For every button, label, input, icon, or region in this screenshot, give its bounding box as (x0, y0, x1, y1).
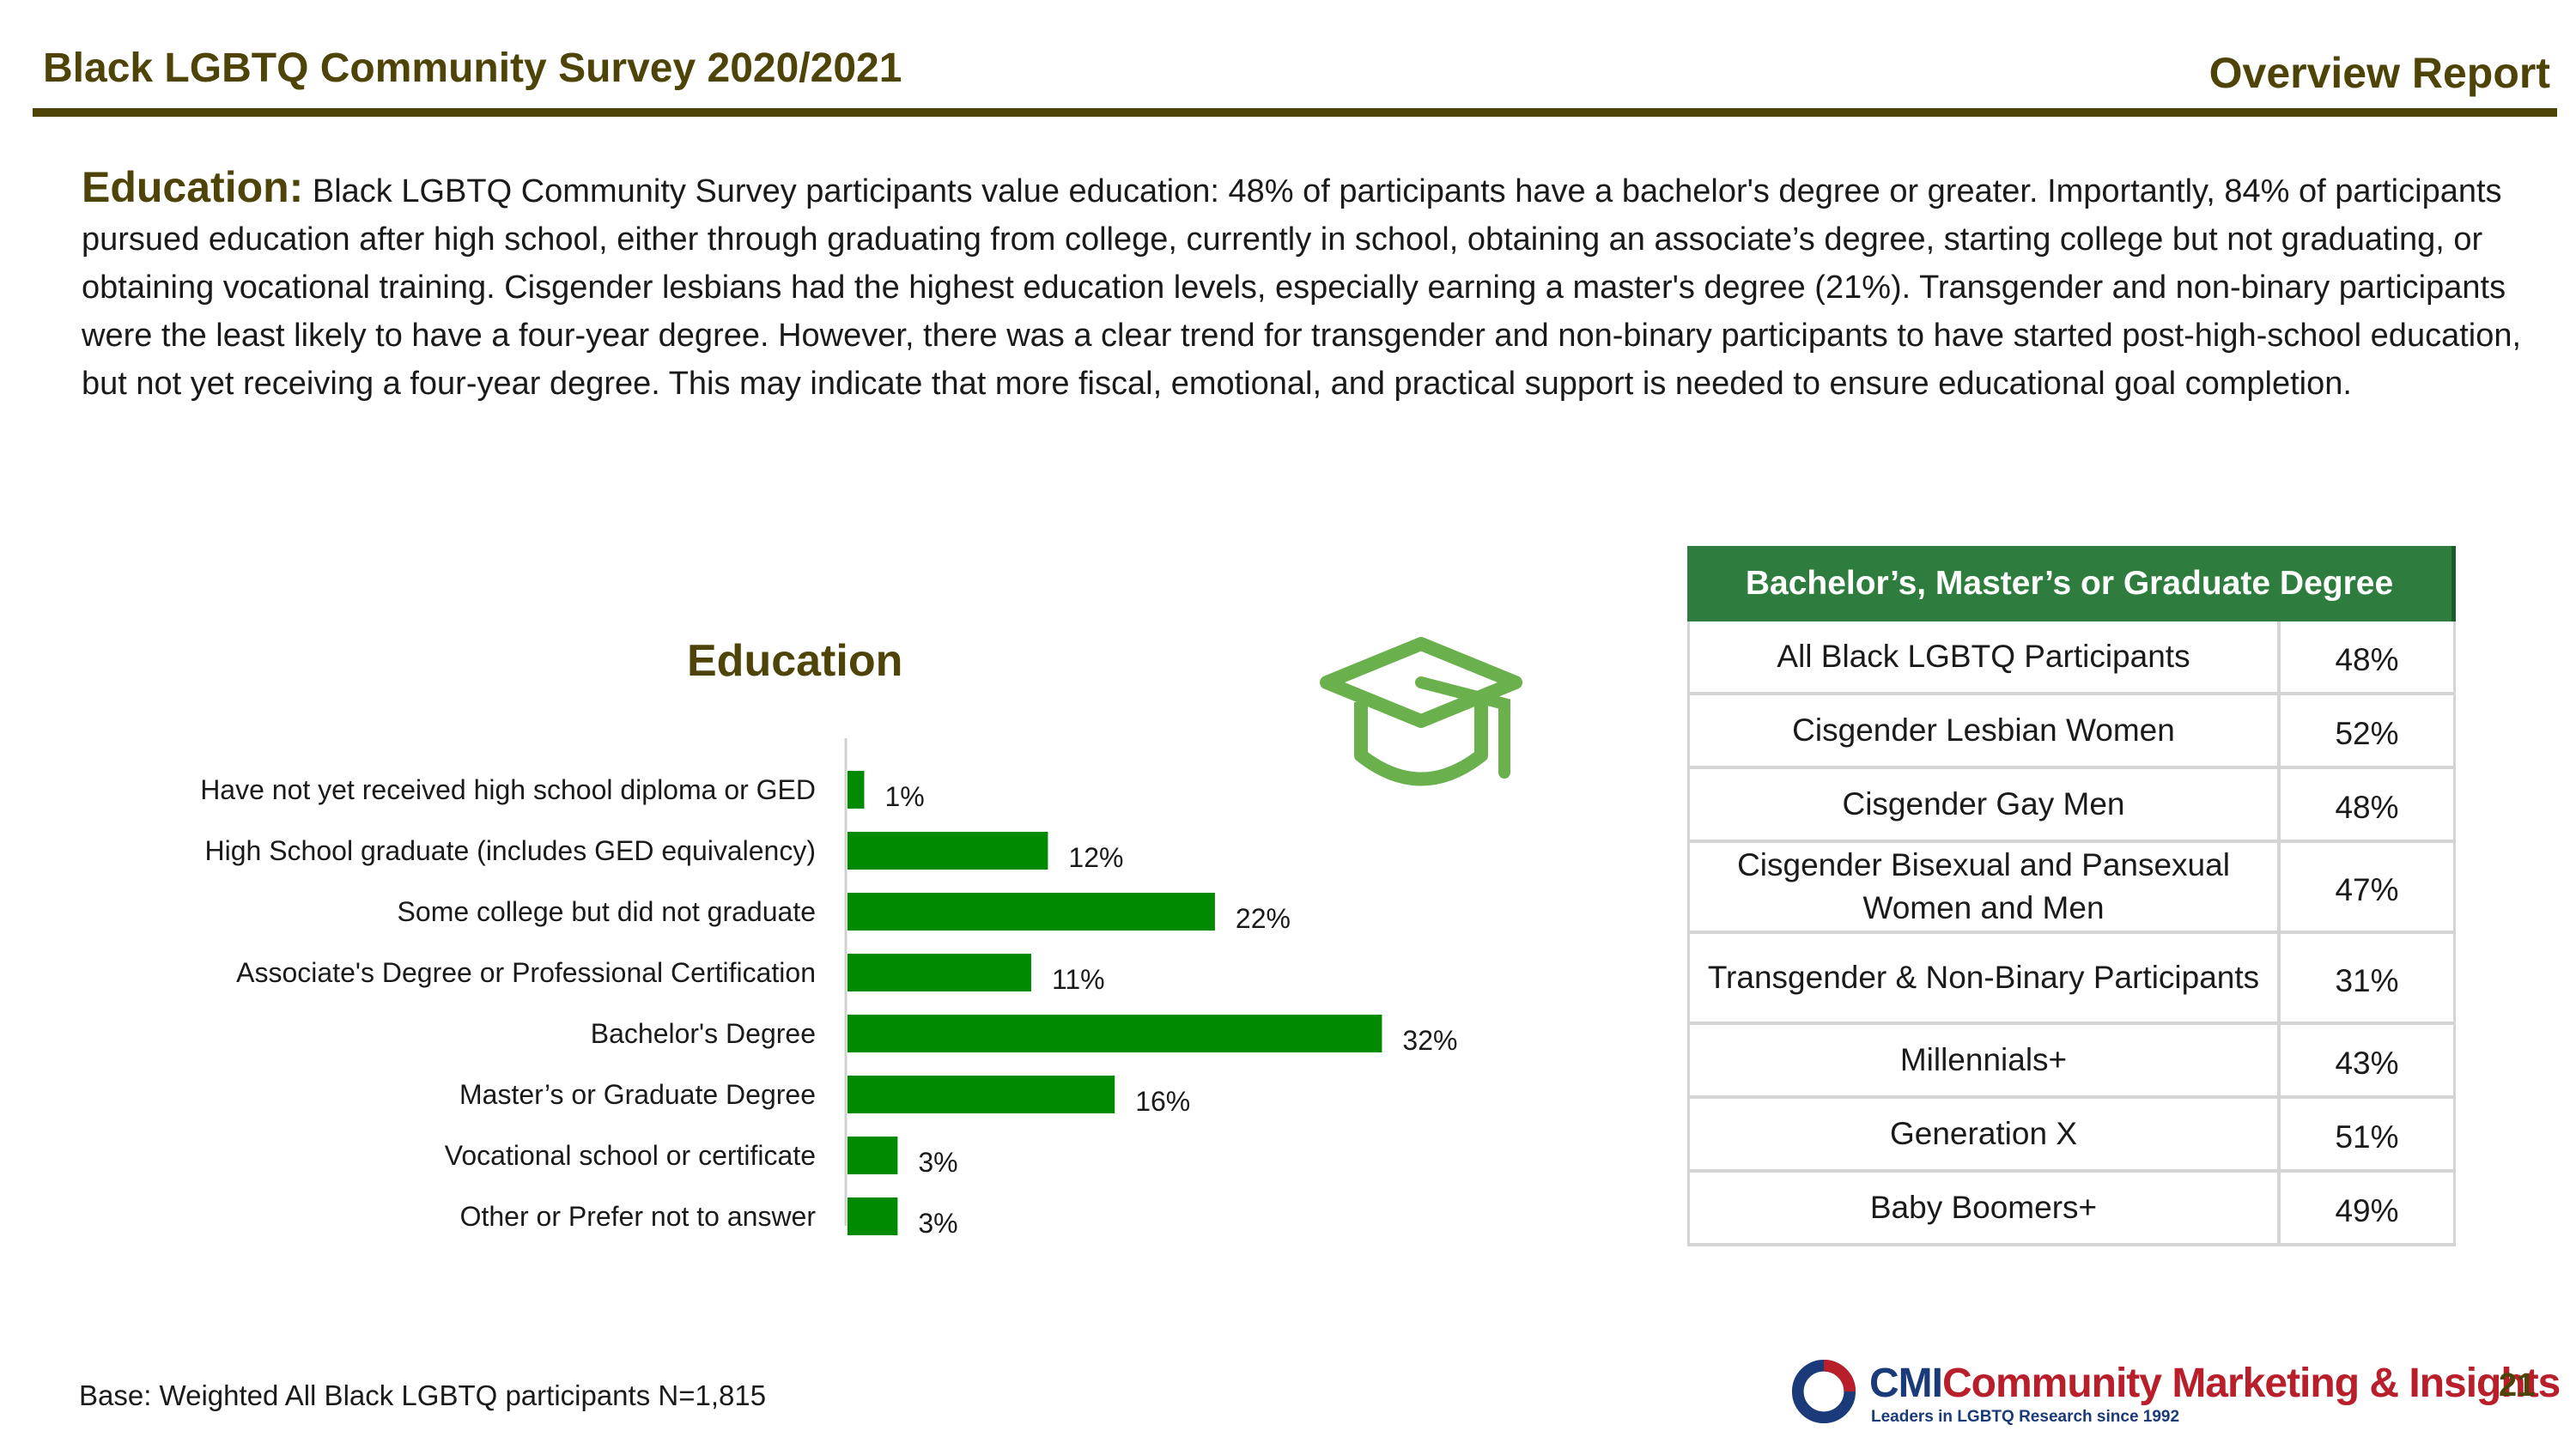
report-type: Overview Report (2208, 49, 2550, 97)
category-label: Some college but did not graduate (398, 896, 816, 927)
table-row: All Black LGBTQ Participants 48% (1687, 621, 2456, 695)
data-label: 1% (884, 781, 924, 812)
table-row-value: 49% (2335, 1193, 2399, 1228)
category-label: Have not yet received high school diplom… (200, 774, 816, 805)
table-row-label: Millennials+ (1690, 1025, 2281, 1095)
category-label: High School graduate (includes GED equiv… (205, 835, 817, 866)
table-row-value: 48% (2335, 642, 2399, 677)
table-row-label: Cisgender Lesbian Women (1690, 695, 2281, 766)
bar (848, 954, 1031, 991)
table-row-label: Cisgender Gay Men (1690, 769, 2281, 840)
degree-table-header: Bachelor’s, Master’s or Graduate Degree (1687, 546, 2456, 621)
page-number: 21 (2499, 1367, 2536, 1404)
base-note: Base: Weighted All Black LGBTQ participa… (79, 1379, 767, 1411)
data-label: 22% (1236, 903, 1291, 934)
data-label: 11% (1052, 964, 1105, 995)
table-row-value: 31% (2335, 963, 2399, 998)
bar (848, 1137, 898, 1174)
table-row: Cisgender Gay Men 48% (1687, 769, 2456, 843)
category-label: Other or Prefer not to answer (460, 1201, 817, 1232)
cmi-logo-tagline: Leaders in LGBTQ Research since 1992 (1871, 1408, 2180, 1426)
cmi-logo: CMICommunity Marketing & Insights Leader… (1790, 1356, 2561, 1434)
chart-title: Education (687, 636, 903, 686)
category-label: Bachelor's Degree (591, 1018, 816, 1049)
table-row-value: 51% (2335, 1119, 2399, 1155)
data-label: 16% (1135, 1086, 1190, 1117)
header-divider (33, 108, 2557, 117)
category-label: Master’s or Graduate Degree (459, 1079, 816, 1110)
intro-lead: Education: (82, 163, 304, 211)
category-label: Associate's Degree or Professional Certi… (236, 957, 816, 988)
intro-body: Black LGBTQ Community Survey participant… (82, 173, 2522, 402)
table-row-label: Baby Boomers+ (1690, 1173, 2281, 1243)
table-row-label: All Black LGBTQ Participants (1690, 621, 2281, 692)
data-label: 3% (918, 1147, 957, 1178)
report-title: Black LGBTQ Community Survey 2020/2021 (43, 45, 902, 91)
table-row-value: 52% (2335, 716, 2399, 751)
degree-table: Bachelor’s, Master’s or Graduate Degree … (1687, 546, 2456, 1246)
graduation-cap-icon (1320, 637, 1522, 786)
bar (848, 1197, 898, 1235)
table-row-value: 47% (2335, 872, 2399, 907)
table-row: Transgender & Non-Binary Participants 31% (1687, 934, 2456, 1025)
bar (848, 893, 1215, 931)
table-row: Generation X 51% (1687, 1099, 2456, 1173)
table-row: Baby Boomers+ 49% (1687, 1173, 2456, 1246)
bar (848, 1015, 1382, 1052)
table-row-label: Transgender & Non-Binary Participants (1690, 934, 2281, 1022)
table-row: Cisgender Bisexual and Pansexual Women a… (1687, 843, 2456, 934)
cmi-logo-mark (1791, 1359, 1856, 1424)
table-row: Millennials+ 43% (1687, 1025, 2456, 1099)
table-row-value: 43% (2335, 1046, 2399, 1081)
data-label: 12% (1068, 842, 1123, 873)
bar (848, 771, 865, 809)
category-label: Vocational school or certificate (445, 1140, 816, 1171)
table-row-label: Generation X (1690, 1099, 2281, 1169)
data-label: 32% (1402, 1025, 1457, 1056)
cmi-logo-text: CMICommunity Marketing & Insights (1869, 1361, 2561, 1406)
table-row: Cisgender Lesbian Women 52% (1687, 695, 2456, 769)
table-row-value: 48% (2335, 790, 2399, 825)
bar (848, 1076, 1115, 1113)
bar (848, 832, 1048, 870)
table-row-label: Cisgender Bisexual and Pansexual Women a… (1690, 843, 2281, 931)
data-label: 3% (918, 1208, 957, 1239)
intro-paragraph: Education: Black LGBTQ Community Survey … (82, 163, 2529, 408)
